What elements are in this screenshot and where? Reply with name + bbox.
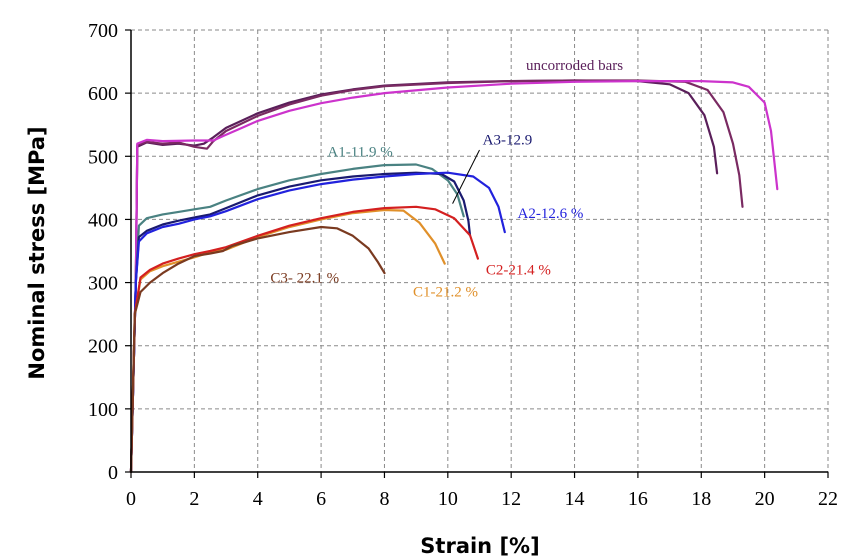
series-annotation: A1-11.9 %: [327, 144, 392, 160]
x-tick-label: 2: [189, 488, 199, 510]
series-line: [129, 80, 779, 474]
annotations: uncorroded bars A1-11.9 % A3-12.9 A2-12.6 %…: [270, 58, 623, 301]
series-line: [129, 208, 446, 474]
x-tick-label: 8: [379, 488, 389, 510]
y-tick-label: 300: [88, 273, 118, 295]
series-annotation: uncorroded bars: [526, 58, 623, 74]
x-tick-label: 14: [565, 488, 585, 510]
series-annotation: A2-12.6 %: [518, 206, 584, 222]
x-axis-title: Strain [%]: [420, 534, 539, 558]
series-annotation: C3- 22.1 %: [270, 271, 339, 287]
y-tick-label: 500: [88, 146, 118, 168]
y-tick-label: 600: [88, 83, 118, 105]
series-line: [129, 163, 465, 474]
y-tick-label: 0: [108, 462, 118, 484]
axes: [125, 29, 829, 478]
x-tick-label: 20: [755, 488, 775, 510]
x-tick-label: 18: [691, 488, 711, 510]
x-tick-label: 10: [438, 488, 458, 510]
series-line: [129, 79, 744, 474]
series-annotation: C2-21.4 %: [486, 262, 551, 278]
series-line: [129, 205, 479, 474]
series-line: [129, 171, 472, 474]
x-tick-label: 16: [628, 488, 648, 510]
y-tick-label: 700: [88, 20, 118, 42]
y-tick-label: 400: [88, 209, 118, 231]
series-annotation: A3-12.9: [483, 132, 533, 148]
x-tick-label: 22: [818, 488, 838, 510]
x-tick-label: 0: [126, 488, 136, 510]
y-tick-label: 200: [88, 336, 118, 358]
series-annotation: C1-21.2 %: [413, 284, 478, 300]
grid-lines: [131, 29, 829, 472]
series-line: [129, 225, 386, 474]
series-line: [129, 171, 506, 474]
tick-labels: 0 2 4 6 8 10 12 14 16 18 20 22 0 100 200 300 400 500 600 70…: [88, 20, 838, 510]
series-line: [129, 79, 719, 474]
data-series: [129, 79, 779, 474]
annotation-leader-line: [452, 149, 480, 204]
x-tick-label: 6: [316, 488, 326, 510]
y-axis-title: Nominal stress [MPa]: [25, 126, 49, 379]
x-tick-label: 4: [253, 488, 263, 510]
x-tick-label: 12: [501, 488, 521, 510]
y-tick-label: 100: [88, 399, 118, 421]
